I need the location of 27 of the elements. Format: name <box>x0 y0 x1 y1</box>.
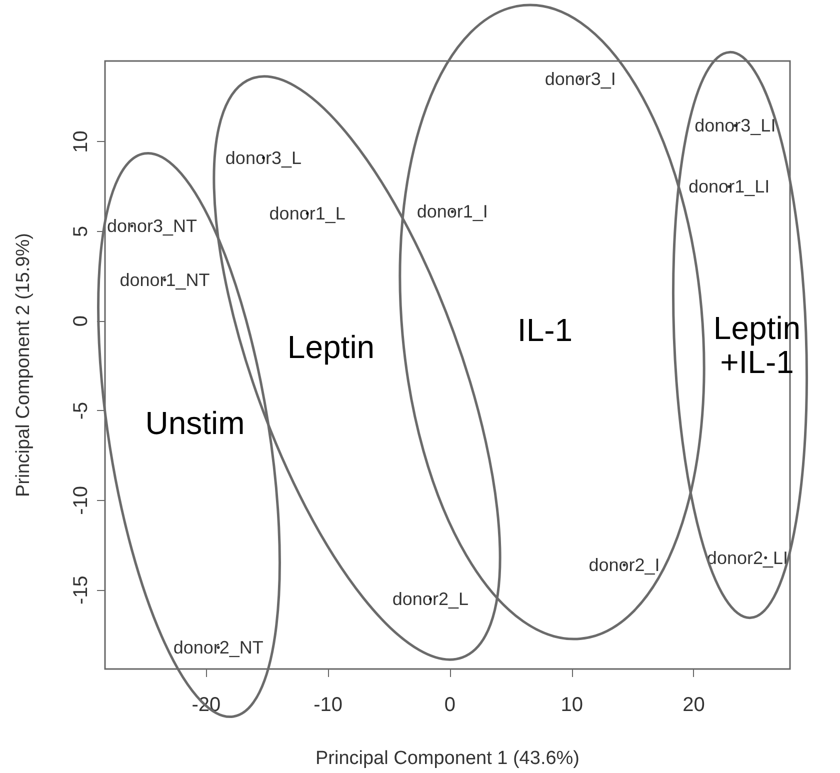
data-label: donor2_LI <box>706 548 788 568</box>
data-label: donor3_I <box>544 68 616 89</box>
data-label: donor1_NT <box>120 270 210 290</box>
y-tick-label: 5 <box>70 226 92 237</box>
data-label: donor2_I <box>588 554 660 575</box>
x-tick-label: 0 <box>444 694 456 716</box>
data-label: donor3_L <box>225 148 302 168</box>
x-tick-label: 20 <box>682 694 705 716</box>
annotation: Leptin <box>286 329 376 365</box>
annotation: Unstim <box>144 405 246 441</box>
y-axis-title: Principal Component 2 (15.9%) <box>13 232 34 498</box>
data-label: donor3_LI <box>694 116 776 136</box>
data-label: donor2_NT <box>173 637 264 658</box>
data-label: donor2_L <box>392 589 468 610</box>
x-tick-label: 10 <box>560 694 583 716</box>
y-tick-label: 10 <box>70 130 92 153</box>
x-axis-title: Principal Component 1 (43.6%) <box>315 748 580 769</box>
data-label: donor3_NT <box>106 216 198 236</box>
y-tick-label: -10 <box>70 486 92 515</box>
x-tick-label: -10 <box>314 694 343 716</box>
data-label: donor1_I <box>416 202 488 222</box>
data-label: donor1_LI <box>688 176 770 197</box>
y-tick-label: -15 <box>70 576 92 605</box>
y-tick-label: 0 <box>70 315 92 327</box>
annotation: IL-1 <box>516 312 574 348</box>
data-label: donor1_L <box>269 203 346 224</box>
y-tick-label: -5 <box>70 402 92 420</box>
